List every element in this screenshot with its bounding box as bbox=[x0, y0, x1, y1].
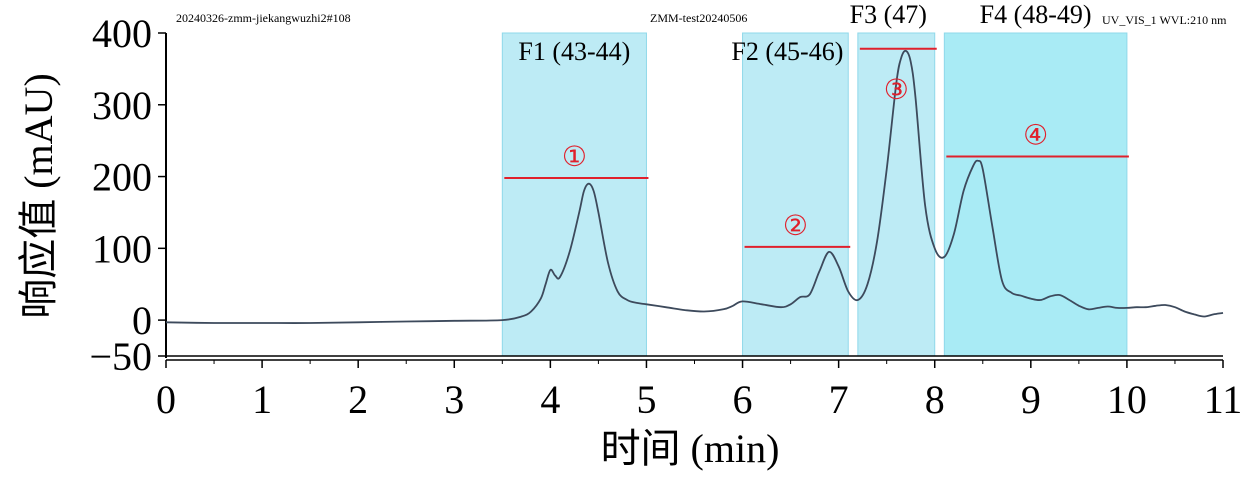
x-tick-label: 9 bbox=[1021, 377, 1041, 422]
x-tick-label: 3 bbox=[444, 377, 464, 422]
y-tick-label: 100 bbox=[92, 226, 152, 271]
x-tick-label: 10 bbox=[1107, 377, 1147, 422]
annotations: ① F1 (43-44) ② F2 (45-46) ③ F3 (47) ④ F4 (48-49… bbox=[504, 0, 1129, 248]
y-tick-label: 200 bbox=[92, 155, 152, 200]
fraction-label-1: F1 (43-44) bbox=[518, 37, 630, 66]
fraction-marker-3: ③ bbox=[884, 73, 909, 106]
series-line-1 bbox=[165, 49, 1224, 324]
x-tick-label: 7 bbox=[829, 377, 849, 422]
fraction-region-4 bbox=[943, 32, 1128, 357]
x-tick-label: 5 bbox=[636, 377, 656, 422]
y-tick-label: −50 bbox=[89, 334, 152, 379]
fraction-label-3: F3 (47) bbox=[850, 0, 927, 29]
x-tick-label: 6 bbox=[733, 377, 753, 422]
fraction-label-4: F4 (48-49) bbox=[980, 0, 1092, 29]
header-center-text: ZMM-test20240506 bbox=[650, 11, 747, 25]
x-tick-label: 8 bbox=[925, 377, 945, 422]
x-tick-label: 0 bbox=[156, 377, 176, 422]
header-left-text: 20240326-zmm-jiekangwuzhi2#108 bbox=[176, 11, 351, 25]
y-tick-label: 400 bbox=[92, 11, 152, 56]
y-axis-title: 响应值 (mAU) bbox=[16, 73, 61, 319]
x-tick-label: 1 bbox=[252, 377, 272, 422]
fraction-marker-1: ① bbox=[562, 140, 587, 173]
x-tick-label: 11 bbox=[1204, 377, 1243, 422]
x-tick-label: 4 bbox=[540, 377, 560, 422]
fraction-region-2 bbox=[742, 32, 849, 357]
axes: 0 1 2 3 4 5 6 7 8 9 10 11 −500 100 200 300 400 bbox=[89, 11, 1242, 422]
y-tick-label: 300 bbox=[92, 83, 152, 128]
fraction-marker-4: ④ bbox=[1023, 118, 1048, 151]
y-tick-label: 0 bbox=[132, 298, 152, 343]
header-right-text: UV_VIS_1 WVL:210 nm bbox=[1102, 13, 1227, 27]
fraction-regions bbox=[501, 32, 1128, 357]
x-tick-label: 2 bbox=[348, 377, 368, 422]
x-axis-title: 时间 (min) bbox=[601, 426, 780, 471]
fraction-marker-2: ② bbox=[783, 209, 808, 242]
series-layer bbox=[165, 49, 1224, 324]
fraction-region-1 bbox=[501, 32, 647, 357]
fraction-label-2: F2 (45-46) bbox=[731, 37, 843, 66]
